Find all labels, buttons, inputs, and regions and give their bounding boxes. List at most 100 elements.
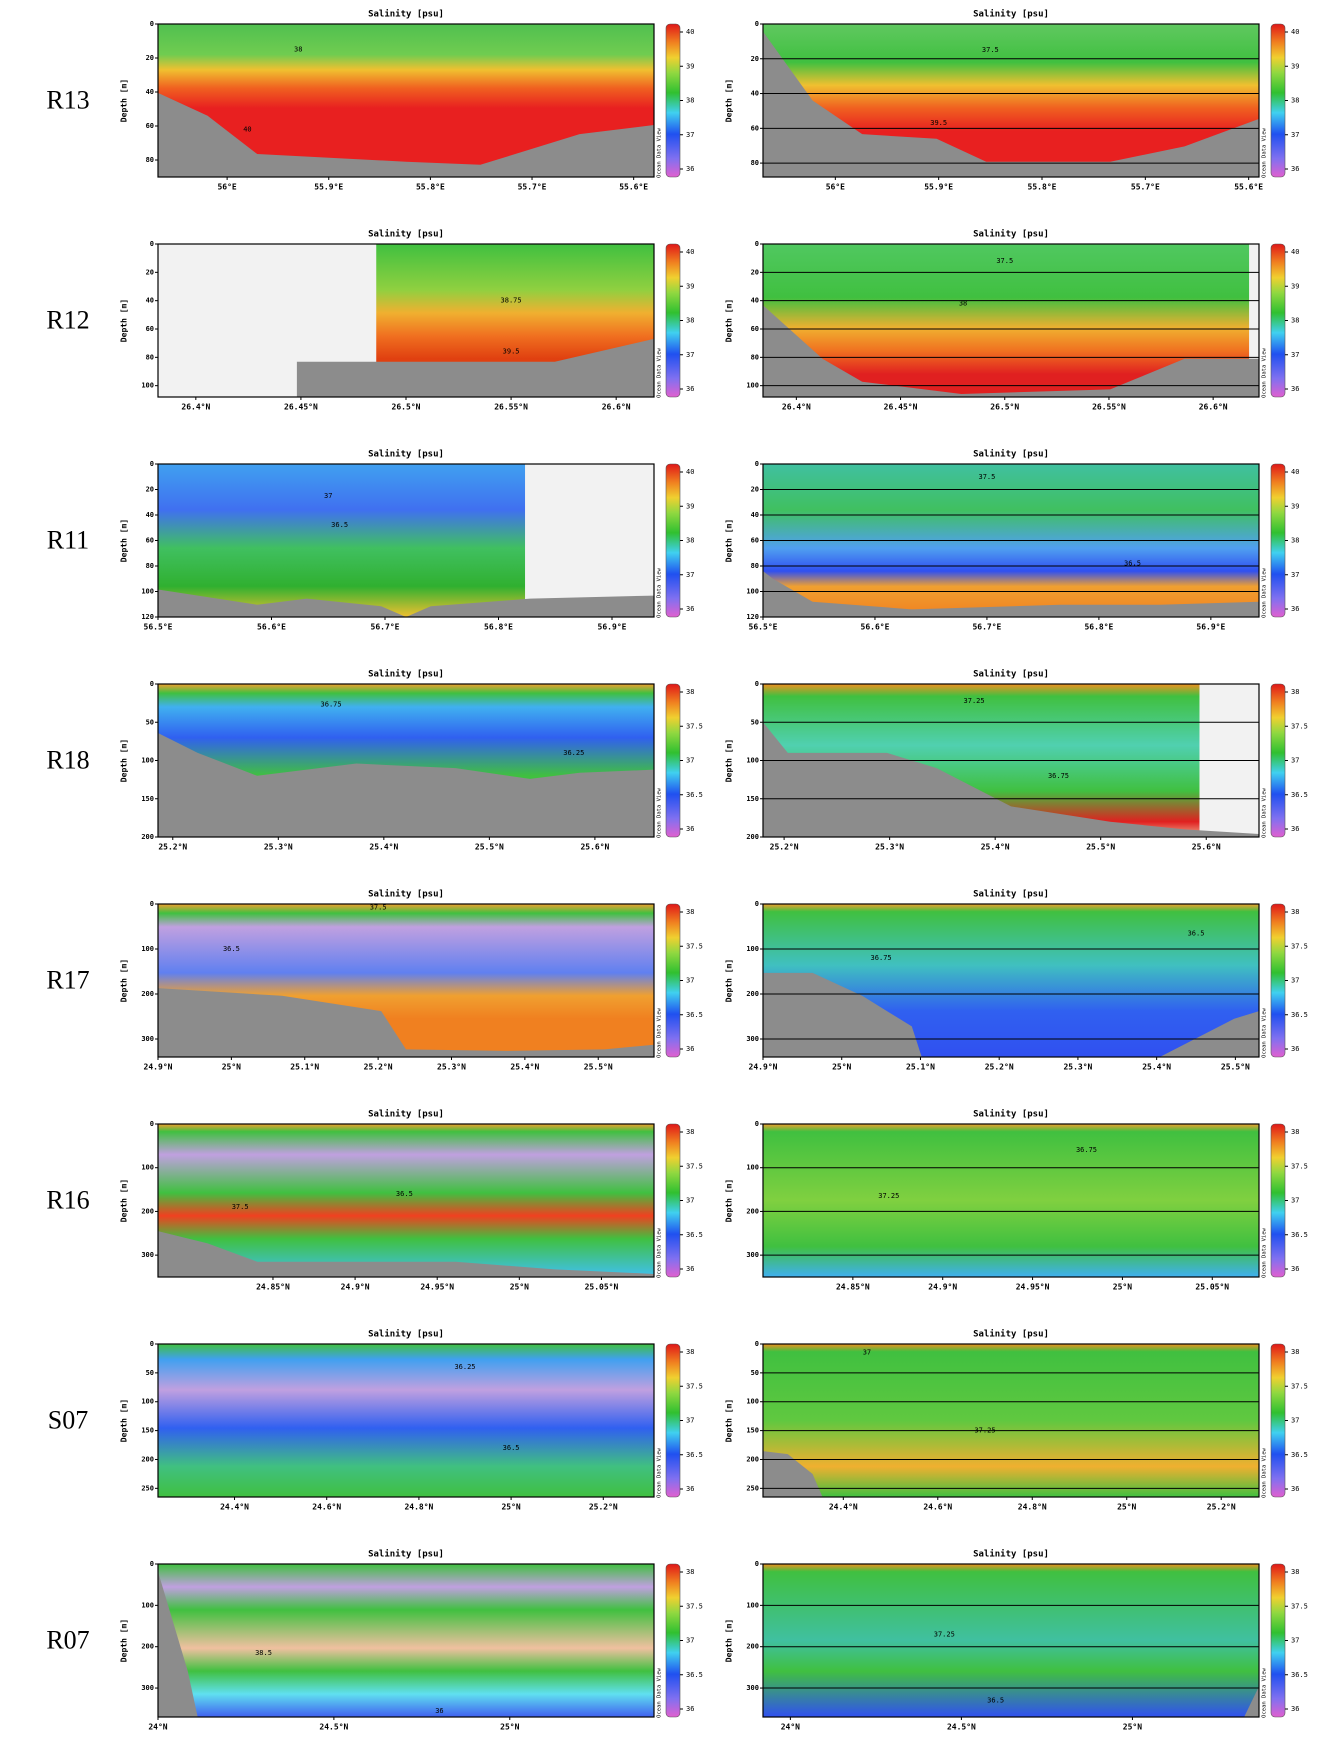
colorbar-label: 36 — [686, 385, 694, 393]
panel-title: Salinity [psu] — [368, 1329, 444, 1340]
y-tick-label: 0 — [150, 1560, 154, 1568]
x-tick-label: 25.4°N — [1142, 1063, 1171, 1072]
watermark: Ocean Data View — [1262, 1667, 1268, 1717]
plot-frame — [157, 903, 655, 1058]
panel-title: Salinity [psu] — [368, 1549, 444, 1560]
colorbar — [1270, 23, 1286, 178]
contour-label: 36.5 — [503, 1444, 520, 1452]
x-tick-label: 25.1°N — [290, 1063, 319, 1072]
y-tick-label: 50 — [751, 718, 759, 726]
y-tick-label: 0 — [150, 1120, 154, 1128]
x-tick-label: 25°N — [501, 1503, 520, 1512]
plot-frame — [157, 1563, 655, 1718]
salinity-field — [763, 1344, 1259, 1497]
colorbar-label: 37.5 — [686, 1602, 703, 1610]
x-tick-label: 24°N — [781, 1723, 800, 1732]
y-tick-label: 150 — [141, 1427, 154, 1435]
y-axis-label: Depth [m] — [725, 1399, 734, 1442]
y-tick-label: 0 — [150, 900, 154, 908]
colorbar-label: 40 — [686, 248, 694, 256]
x-tick-label: 56.8°E — [484, 623, 513, 632]
colorbar-label: 38 — [1291, 537, 1299, 545]
colorbar — [1270, 243, 1286, 398]
contour-label: 37.5 — [978, 473, 995, 481]
x-tick-label: 56°E — [217, 183, 236, 192]
panel: 0 50 100 150 200 25.2°N 25.3°N 25.4°N 25.5°N 25.6… — [120, 669, 703, 852]
colorbar — [1270, 1343, 1286, 1498]
x-tick-label: 25.6°N — [580, 843, 609, 852]
y-tick-label: 50 — [146, 1369, 154, 1377]
colorbar-label: 36 — [686, 165, 694, 173]
x-tick-label: 25.6°N — [1192, 843, 1221, 852]
panel-title: Salinity [psu] — [973, 229, 1049, 240]
y-axis-label: Depth [m] — [725, 79, 734, 122]
panel: 0 100 200 300 24.85°N 24.9°N 24.95°N 25°N 25.05°… — [725, 1109, 1308, 1292]
y-tick-label: 300 — [141, 1251, 154, 1259]
y-tick-label: 100 — [141, 945, 154, 953]
x-tick-label: 25°N — [222, 1063, 241, 1072]
row-label: R18 — [46, 745, 89, 774]
y-axis-label: Depth [m] — [120, 959, 129, 1002]
watermark: Ocean Data View — [1262, 1447, 1268, 1497]
x-tick-label: 55.6°E — [1234, 183, 1263, 192]
salinity-field — [158, 1344, 654, 1497]
colorbar-label: 36.5 — [686, 1671, 703, 1679]
panel: 0 20 40 60 80 56°E 55.9°E 55.8°E 55.7°E 55.6°E 38 4… — [120, 9, 695, 192]
y-axis-label: Depth [m] — [120, 299, 129, 342]
y-tick-label: 100 — [746, 1164, 759, 1172]
colorbar — [665, 903, 681, 1058]
y-tick-label: 0 — [755, 680, 759, 688]
x-tick-label: 24.85°N — [836, 1283, 870, 1292]
salinity-field — [763, 1124, 1259, 1277]
y-axis-label: Depth [m] — [725, 739, 734, 782]
x-tick-label: 25.3°N — [875, 843, 904, 852]
watermark: Ocean Data View — [657, 787, 663, 837]
colorbar-label: 36.5 — [686, 791, 703, 799]
y-axis-label: Depth [m] — [725, 1179, 734, 1222]
plot-frame — [762, 1343, 1260, 1498]
watermark: Ocean Data View — [657, 1447, 663, 1497]
x-tick-label: 26.45°N — [884, 403, 918, 412]
panel: 0 20 40 60 80 56°E 55.9°E 55.8°E 55.7°E 55.6°E 37.… — [725, 9, 1300, 192]
panel-title: Salinity [psu] — [973, 669, 1049, 680]
x-tick-label: 25.2°N — [770, 843, 799, 852]
sea-floor — [763, 571, 1259, 617]
no-data — [525, 464, 654, 617]
contour-label: 37.25 — [878, 1192, 899, 1200]
panel-title: Salinity [psu] — [368, 889, 444, 900]
x-tick-label: 25.2°N — [985, 1063, 1014, 1072]
colorbar-label: 36.5 — [1291, 1451, 1308, 1459]
watermark: Ocean Data View — [657, 567, 663, 617]
y-tick-label: 80 — [751, 159, 759, 167]
x-tick-label: 24.9°N — [341, 1283, 370, 1292]
colorbar — [665, 1123, 681, 1278]
colorbar — [1270, 683, 1286, 838]
colorbar-label: 37 — [686, 977, 694, 985]
x-tick-label: 24.5°N — [947, 1723, 976, 1732]
panel-title: Salinity [psu] — [368, 229, 444, 240]
y-tick-label: 100 — [141, 1164, 154, 1172]
y-tick-label: 0 — [755, 240, 759, 248]
x-tick-label: 24.8°N — [404, 1503, 433, 1512]
colorbar-label: 38 — [1291, 1348, 1299, 1356]
colorbar-label: 39 — [1291, 62, 1299, 70]
colorbar-label: 36 — [686, 825, 694, 833]
y-tick-label: 0 — [150, 20, 154, 28]
colorbar-label: 40 — [1291, 28, 1299, 36]
y-axis-label: Depth [m] — [120, 1399, 129, 1442]
y-tick-label: 80 — [146, 353, 154, 361]
y-tick-label: 20 — [146, 268, 154, 276]
panel-title: Salinity [psu] — [368, 1109, 444, 1120]
x-tick-label: 24.95°N — [1016, 1283, 1050, 1292]
colorbar — [1270, 1563, 1286, 1718]
x-tick-label: 25.05°N — [1195, 1283, 1229, 1292]
colorbar-label: 37.5 — [686, 1382, 703, 1390]
y-tick-label: 40 — [146, 88, 154, 96]
colorbar-label: 37 — [1291, 1197, 1299, 1205]
panel: 0 100 200 300 24.85°N 24.9°N 24.95°N 25°N 25.05°… — [120, 1109, 703, 1292]
watermark: Ocean Data View — [657, 1007, 663, 1057]
y-tick-label: 40 — [751, 511, 759, 519]
y-tick-label: 100 — [141, 757, 154, 765]
colorbar — [665, 1563, 681, 1718]
colorbar-label: 37.5 — [686, 942, 703, 950]
